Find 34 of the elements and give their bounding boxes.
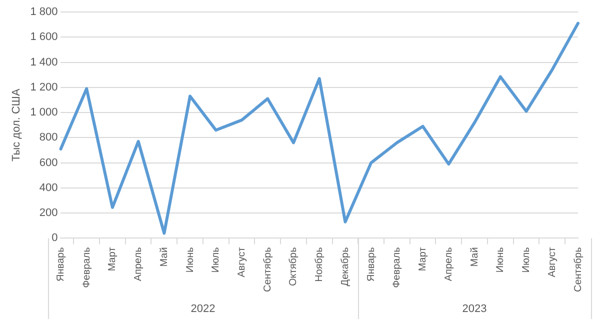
x-tick-label: Март: [418, 246, 429, 272]
x-tick-label: Апрель: [443, 247, 454, 282]
x-tick-label: Май: [469, 247, 480, 267]
x-tick-label: Август: [546, 246, 558, 278]
x-tick-label: Январь: [366, 247, 377, 282]
x-tick-label: Июнь: [184, 247, 196, 273]
x-tick-label: Октябрь: [288, 247, 300, 286]
x-tick-label: Июль: [210, 247, 222, 273]
x-tick-label: Ноябрь: [314, 247, 326, 282]
x-tick-label: Февраль: [392, 247, 403, 288]
x-tick-label: Апрель: [133, 247, 144, 282]
x-tick-label: Сентябрь: [572, 247, 584, 292]
x-tick-label: Сентябрь: [262, 247, 274, 292]
y-tick-label: 800: [39, 132, 58, 144]
y-tick-label: 200: [39, 207, 58, 220]
x-tick-label: Март: [107, 246, 118, 272]
text: 2022: [190, 303, 216, 316]
y-tick-label: 1 000: [30, 106, 58, 119]
y-tick-label: 1 400: [30, 56, 58, 68]
y-tick-label: 600: [39, 156, 58, 169]
x-tick-label: Май: [158, 247, 170, 267]
x-tick-label: Февраль: [81, 247, 92, 288]
x-tick-label: Июль: [521, 247, 532, 273]
y-tick-label: 400: [39, 182, 58, 194]
y-tick-label: 1 600: [30, 31, 58, 44]
y-tick-label: 1 200: [30, 81, 58, 94]
x-tick-label: Декабрь: [340, 247, 351, 286]
y-tick-label: 1 800: [30, 6, 58, 18]
text: 2023: [462, 303, 487, 316]
x-tick-label: Июнь: [495, 247, 506, 273]
y-axis-title: Тыс дол. США: [10, 88, 23, 162]
y-tick-label: 0: [52, 232, 58, 244]
x-tick-label: Август: [236, 246, 248, 278]
x-tick-label: Январь: [55, 247, 66, 282]
